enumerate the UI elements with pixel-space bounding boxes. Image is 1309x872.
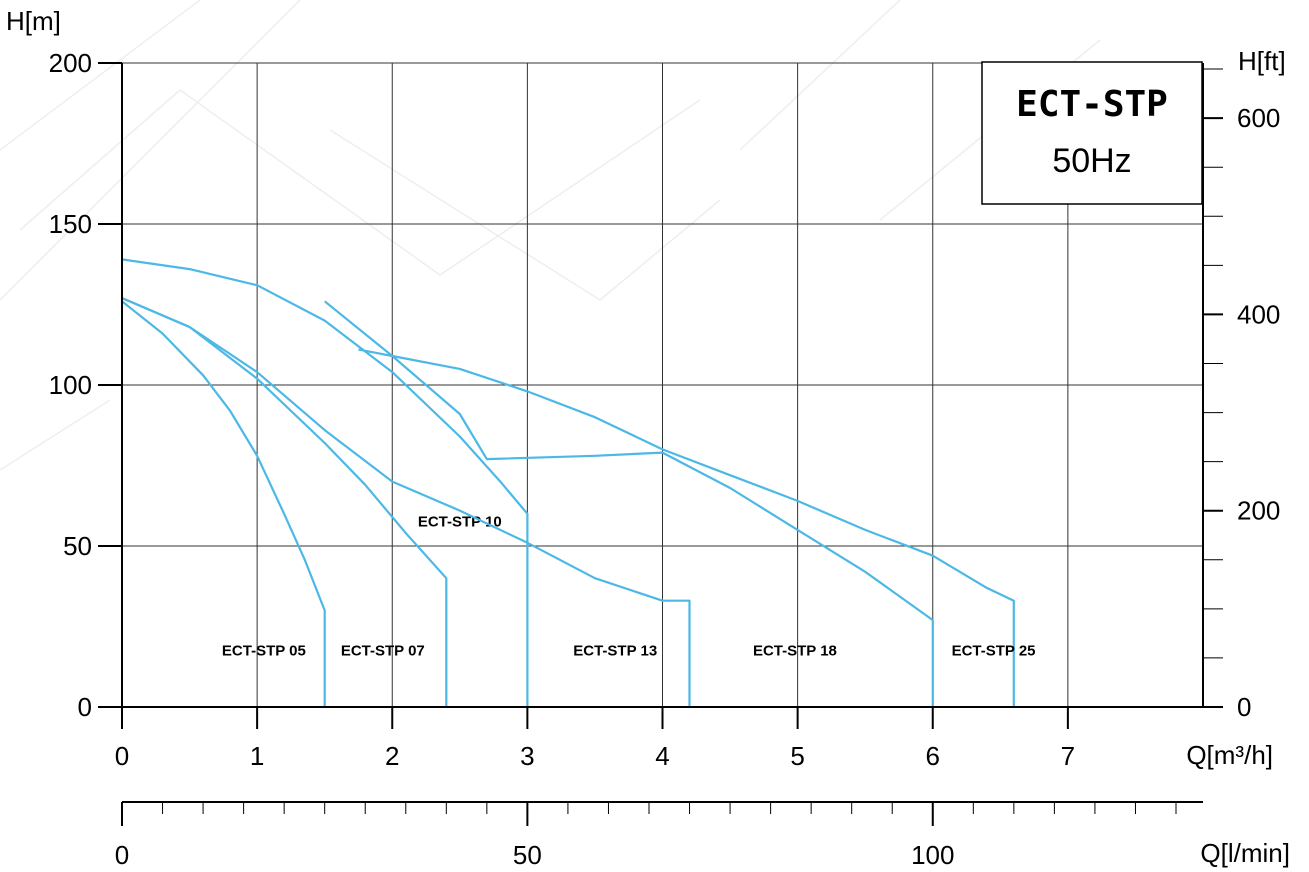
y-tick-label: 150 bbox=[49, 209, 92, 239]
watermark-line bbox=[0, 0, 201, 151]
series-curve bbox=[358, 348, 1015, 707]
y-tick-label: 100 bbox=[49, 370, 92, 400]
series-label: ECT-STP 10 bbox=[418, 514, 502, 531]
series-curve bbox=[324, 300, 934, 707]
y2-tick-label: 200 bbox=[1237, 496, 1280, 526]
watermark-line bbox=[0, 0, 301, 301]
series-label: ECT-STP 07 bbox=[341, 642, 425, 659]
watermark-line bbox=[439, 99, 701, 276]
x-tick-label: 5 bbox=[790, 741, 804, 771]
series-label: ECT-STP 25 bbox=[952, 642, 1036, 659]
title-box: ECT-STP 50Hz bbox=[981, 61, 1203, 205]
x2-tick-label: 50 bbox=[513, 840, 542, 870]
y2-tick-label: 600 bbox=[1237, 103, 1280, 133]
y2-axis-label: H[ft] bbox=[1238, 46, 1286, 76]
title-box-frame bbox=[981, 61, 1203, 205]
watermark-line bbox=[0, 399, 111, 471]
series-curves: ECT-STP 05 ECT-STP 07 ECT-STP 10 ECT-STP 13… bbox=[121, 258, 1036, 707]
x2-tick-label: 0 bbox=[115, 840, 129, 870]
y-tick-label: 0 bbox=[78, 692, 92, 722]
x-tick-label: 4 bbox=[655, 741, 669, 771]
x2-axis-label: Q[l/min] bbox=[1200, 838, 1290, 868]
series-label: ECT-STP 18 bbox=[753, 642, 837, 659]
axes: 0 50 100 150 200 0 1 2 3 4 5 6 7 0 200 400 600 0 50 100 bbox=[49, 48, 1281, 870]
y2-tick-label: 0 bbox=[1237, 692, 1251, 722]
x-tick-label: 0 bbox=[115, 741, 129, 771]
x-tick-label: 1 bbox=[250, 741, 264, 771]
watermark-line bbox=[179, 89, 441, 276]
x-tick-label: 3 bbox=[520, 741, 534, 771]
series-curve bbox=[121, 258, 529, 707]
watermark-line bbox=[19, 89, 181, 231]
chart-subtitle: 50Hz bbox=[1052, 142, 1131, 180]
series-curve bbox=[121, 300, 326, 707]
watermark-line bbox=[329, 129, 601, 301]
y2-tick-label: 400 bbox=[1237, 299, 1280, 329]
x2-tick-label: 100 bbox=[911, 840, 954, 870]
x-tick-label: 7 bbox=[1061, 741, 1075, 771]
y-axis-label: H[m] bbox=[6, 6, 61, 36]
series-label: ECT-STP 05 bbox=[222, 642, 306, 659]
series-curve bbox=[121, 297, 691, 707]
y-tick-label: 200 bbox=[49, 48, 92, 78]
watermark-line bbox=[599, 199, 721, 301]
x-tick-label: 6 bbox=[926, 741, 940, 771]
y-tick-label: 50 bbox=[63, 531, 92, 561]
watermark-line bbox=[739, 0, 901, 151]
x-tick-label: 2 bbox=[385, 741, 399, 771]
series-label: ECT-STP 13 bbox=[573, 642, 657, 659]
chart-title: ECT-STP bbox=[1016, 84, 1168, 125]
x-axis-label: Q[m³/h] bbox=[1186, 740, 1273, 770]
